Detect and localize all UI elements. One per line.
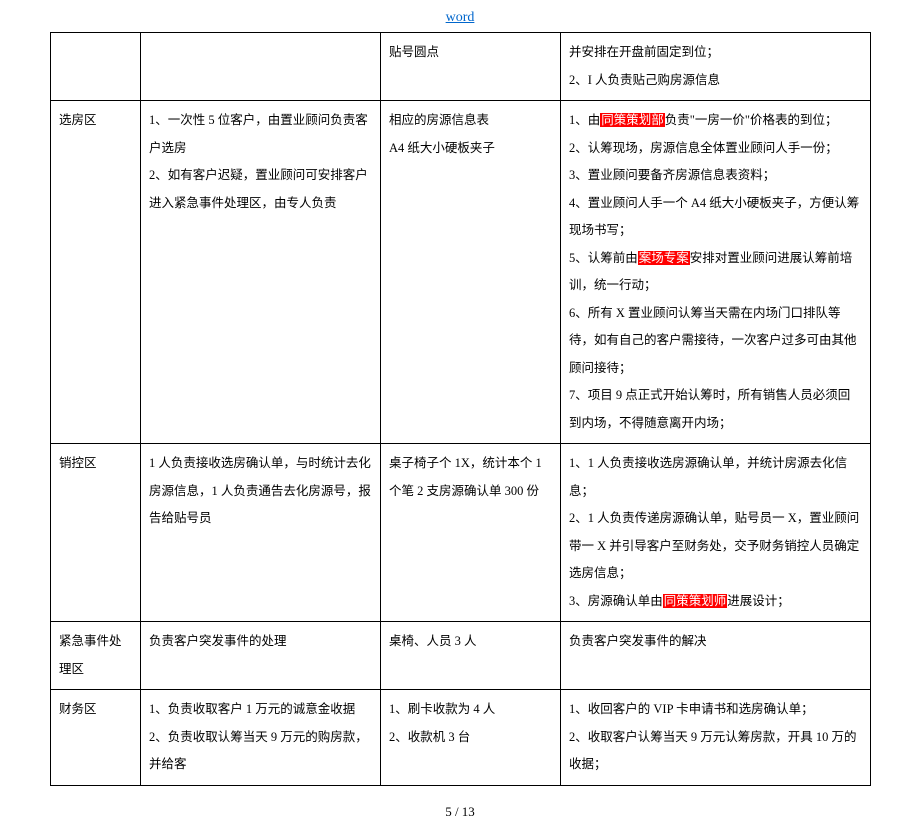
table-row: 紧急事件处理区负责客户突发事件的处理桌椅、人员 3 人负责客户突发事件的解决 [51, 622, 871, 690]
cell-c2 [141, 33, 381, 101]
cell-c1: 财务区 [51, 690, 141, 786]
cell-c1: 紧急事件处理区 [51, 622, 141, 690]
cell-c4: 1、1 人负责接收选房源确认单，并统计房源去化信息；2、1 人负责传递房源确认单… [561, 444, 871, 622]
table-row: 贴号圆点并安排在开盘前固定到位；2、I 人负责贴己购房源信息 [51, 33, 871, 101]
cell-c1: 选房区 [51, 101, 141, 444]
table-row: 选房区1、一次性 5 位客户，由置业顾问负责客户选房2、如有客户迟疑，置业顾问可… [51, 101, 871, 444]
table-row: 销控区1 人负责接收选房确认单，与时统计去化房源信息，1 人负责通告去化房源号，… [51, 444, 871, 622]
cell-c1 [51, 33, 141, 101]
table-row: 财务区1、负责收取客户 1 万元的诚意金收据2、负责收取认筹当天 9 万元的购房… [51, 690, 871, 786]
cell-c3: 桌子椅子个 1X，统计本个 1个笔 2 支房源确认单 300 份 [381, 444, 561, 622]
cell-c3: 贴号圆点 [381, 33, 561, 101]
page-footer: 5 / 13 [50, 804, 870, 820]
cell-c3: 相应的房源信息表A4 纸大小硬板夹子 [381, 101, 561, 444]
cell-c2: 1、一次性 5 位客户，由置业顾问负责客户选房2、如有客户迟疑，置业顾问可安排客… [141, 101, 381, 444]
cell-c1: 销控区 [51, 444, 141, 622]
cell-c3: 1、刷卡收款为 4 人2、收款机 3 台 [381, 690, 561, 786]
cell-c4: 1、由同策策划部负责"一房一价"价格表的到位；2、认筹现场，房源信息全体置业顾问… [561, 101, 871, 444]
header-link: word [50, 10, 870, 26]
cell-c2: 1、负责收取客户 1 万元的诚意金收据2、负责收取认筹当天 9 万元的购房款，并… [141, 690, 381, 786]
cell-c4: 并安排在开盘前固定到位；2、I 人负责贴己购房源信息 [561, 33, 871, 101]
cell-c2: 负责客户突发事件的处理 [141, 622, 381, 690]
cell-c4: 1、收回客户的 VIP 卡申请书和选房确认单；2、收取客户认筹当天 9 万元认筹… [561, 690, 871, 786]
cell-c4: 负责客户突发事件的解决 [561, 622, 871, 690]
cell-c2: 1 人负责接收选房确认单，与时统计去化房源信息，1 人负责通告去化房源号，报告给… [141, 444, 381, 622]
main-table: 贴号圆点并安排在开盘前固定到位；2、I 人负责贴己购房源信息选房区1、一次性 5… [50, 32, 871, 786]
cell-c3: 桌椅、人员 3 人 [381, 622, 561, 690]
